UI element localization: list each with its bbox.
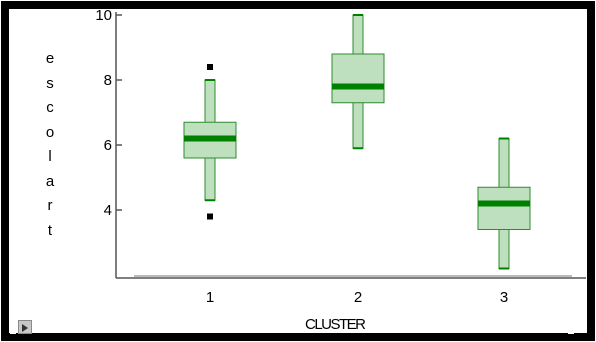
y-tick-label: 8 <box>104 72 112 89</box>
box-cluster-1 <box>183 64 237 220</box>
y-axis-label-letter: l <box>48 148 52 165</box>
box-cluster-2 <box>331 14 385 150</box>
y-axis-label-letter: o <box>45 123 55 141</box>
box-iqr <box>477 186 531 230</box>
resize-handle-bottom-right[interactable] <box>568 322 574 334</box>
box-iqr <box>331 53 385 104</box>
resize-handle-top-left[interactable] <box>10 12 16 24</box>
resize-handle-bottom-left[interactable] <box>10 322 16 334</box>
y-axis-label-letter: e <box>45 50 55 67</box>
y-axis-label-letter: r <box>47 197 53 214</box>
boxplot-series <box>183 14 531 270</box>
outlier-point <box>207 213 213 220</box>
x-tick-label: 2 <box>354 289 362 306</box>
y-tick-label: 6 <box>104 137 112 154</box>
x-axis-label: CLUSTER <box>305 316 366 333</box>
box-cluster-3 <box>477 137 531 270</box>
outlier-point <box>207 64 213 70</box>
resize-handle-top-right[interactable] <box>568 12 574 24</box>
x-tick-label: 3 <box>500 289 508 306</box>
y-axis-label-letter: s <box>46 74 54 92</box>
y-tick-label: 4 <box>104 202 112 219</box>
x-tick-label: 1 <box>206 289 214 306</box>
y-axis-label-letter: c <box>46 99 54 116</box>
y-axis-label-letter: t <box>47 221 53 239</box>
x-ticks: 1 2 3 <box>206 289 508 306</box>
window-resize-icon[interactable] <box>18 320 32 334</box>
y-tick-label: 10 <box>95 7 112 24</box>
y-axis-label-letter: a <box>45 172 55 190</box>
y-ticks: 4 6 8 10 <box>95 7 122 219</box>
